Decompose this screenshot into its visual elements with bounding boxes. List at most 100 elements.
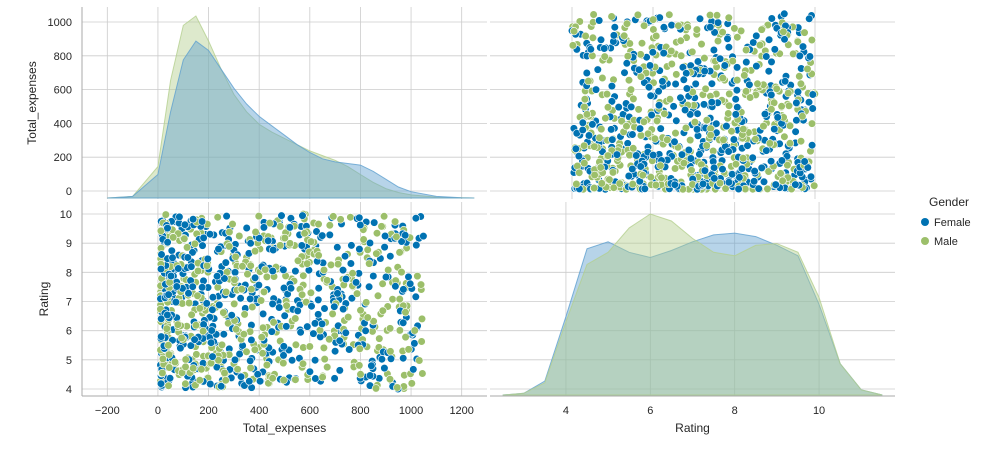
point-female: [750, 167, 759, 176]
point-female: [410, 339, 419, 348]
point-male: [169, 233, 178, 242]
point-female: [773, 113, 782, 122]
point-female: [333, 289, 342, 298]
point-male: [785, 121, 795, 130]
point-female: [227, 311, 236, 320]
y-tick-label-total-expenses: 400: [54, 118, 72, 130]
point-female: [645, 61, 655, 70]
point-female: [419, 232, 428, 241]
point-female: [366, 371, 375, 380]
point-female: [712, 119, 721, 128]
point-male: [415, 356, 424, 365]
point-male: [590, 142, 599, 151]
point-male: [767, 105, 776, 114]
point-male: [807, 35, 817, 45]
point-male: [651, 181, 661, 190]
point-male: [745, 93, 755, 102]
point-male: [325, 335, 334, 344]
point-male: [320, 355, 329, 364]
point-female: [345, 345, 354, 354]
point-male: [636, 50, 645, 59]
point-female: [608, 135, 617, 144]
point-female: [409, 365, 418, 374]
point-male: [739, 125, 748, 134]
point-male: [785, 139, 795, 148]
point-male: [363, 313, 372, 322]
point-female: [713, 18, 723, 27]
x-tick-label-total-expenses: 600: [301, 405, 319, 417]
point-male: [712, 11, 722, 20]
point-female: [330, 374, 339, 383]
point-female: [236, 294, 245, 303]
point-male: [741, 87, 751, 96]
point-female: [277, 211, 286, 220]
point-female: [612, 150, 622, 159]
point-female: [667, 21, 676, 30]
axes-layer: [81, 7, 895, 397]
point-female: [164, 290, 173, 299]
point-male: [220, 368, 229, 378]
point-female: [165, 374, 175, 383]
point-male: [796, 137, 806, 146]
point-male: [319, 343, 329, 353]
point-male: [195, 376, 204, 385]
point-female: [620, 68, 629, 77]
point-male: [395, 326, 405, 335]
point-female: [190, 335, 199, 344]
point-male: [725, 89, 734, 98]
point-female: [722, 121, 731, 131]
point-male: [393, 383, 402, 392]
point-female: [808, 90, 817, 99]
point-male: [291, 375, 300, 384]
point-male: [637, 39, 647, 48]
point-male: [353, 289, 362, 298]
point-male: [718, 28, 727, 37]
point-female: [745, 80, 754, 89]
point-female: [607, 97, 617, 106]
point-male: [779, 27, 788, 36]
point-female: [338, 266, 348, 275]
point-female: [729, 135, 739, 144]
point-male: [164, 341, 173, 350]
point-female: [189, 215, 198, 224]
point-male: [185, 298, 194, 308]
point-male: [239, 330, 248, 339]
point-male: [615, 179, 624, 188]
point-male: [164, 381, 173, 390]
point-female: [586, 45, 595, 54]
point-male: [772, 84, 781, 93]
point-female: [356, 220, 365, 230]
point-female: [188, 248, 197, 257]
point-female: [707, 79, 717, 88]
point-male: [328, 309, 337, 319]
point-female: [267, 327, 276, 336]
point-male: [187, 310, 196, 319]
point-female: [168, 253, 177, 262]
point-female: [762, 52, 771, 61]
point-female: [213, 272, 222, 281]
point-female: [715, 54, 725, 63]
point-male: [318, 373, 327, 382]
point-female: [205, 230, 215, 239]
point-male: [386, 347, 395, 356]
point-male: [269, 318, 278, 327]
point-male: [372, 229, 382, 238]
point-female: [269, 245, 278, 255]
point-female: [330, 302, 339, 311]
point-female: [355, 213, 364, 222]
point-male: [183, 243, 192, 252]
point-female: [731, 110, 740, 119]
point-male: [588, 33, 598, 42]
point-female: [335, 336, 344, 345]
point-male: [410, 326, 419, 335]
point-male: [391, 217, 400, 226]
point-male: [181, 355, 190, 364]
point-male: [233, 365, 242, 374]
point-female: [724, 178, 734, 187]
x-tick-label-rating: 10: [813, 405, 825, 417]
point-female: [732, 86, 742, 95]
point-female: [275, 303, 284, 312]
point-male: [633, 10, 643, 19]
point-male: [319, 265, 329, 275]
point-male: [753, 79, 762, 88]
